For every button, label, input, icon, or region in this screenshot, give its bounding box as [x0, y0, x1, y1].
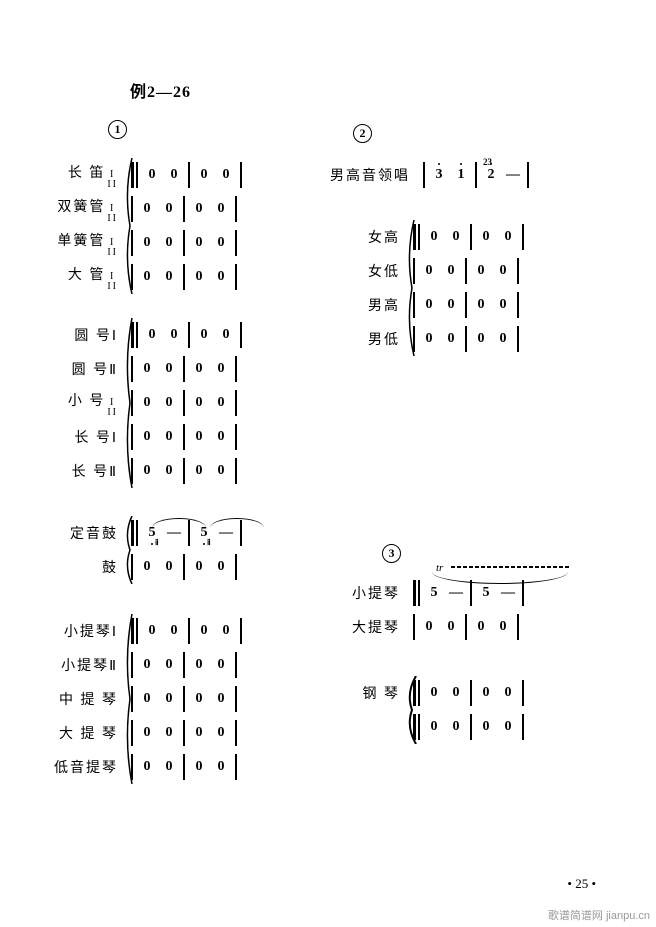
score-row: 长 号Ⅱ0000	[44, 454, 245, 488]
score-row: 圆 号Ⅰ0000	[44, 318, 245, 352]
score-row: 长 号Ⅰ0000	[44, 420, 245, 454]
instrument-name: 长 号Ⅰ	[44, 427, 122, 447]
instrument-name: 钢 琴	[326, 683, 404, 703]
score-row: 单簧管III0000	[44, 226, 245, 260]
instrument-name: 圆 号Ⅱ	[44, 359, 122, 379]
piano-row: 0 0 0 0	[326, 710, 527, 744]
score-row: 小提琴Ⅱ0000	[44, 648, 245, 682]
group-percussion: 定音鼓5ⅱ—5ⅱ—鼓0000	[44, 516, 245, 584]
group-strings-2: tr 小提琴5—5—大提琴0000	[326, 576, 527, 644]
group-vocal: 男高音领唱 3 1 232 — 女高0000女低0000男高0000男低0000	[326, 158, 532, 356]
instrument-name: 圆 号Ⅰ	[44, 325, 122, 345]
instrument-name: 鼓	[44, 557, 122, 577]
score-row: 长 笛III0000	[44, 158, 245, 192]
score-row: 双簧管III0000	[44, 192, 245, 226]
instrument-name: 小 号III	[44, 390, 122, 417]
instrument-name: 女低	[326, 261, 404, 281]
score-row: 男低0000	[326, 322, 532, 356]
score-row: 大 管III0000	[44, 260, 245, 294]
brace-icon	[406, 220, 416, 356]
instrument-name: 男低	[326, 329, 404, 349]
group-woodwinds: 长 笛III0000双簧管III0000单簧管III0000大 管III0000	[44, 158, 245, 294]
page-title: 例2—26	[130, 78, 191, 102]
score-row: 小 号III0000	[44, 386, 245, 420]
score-row: 小提琴Ⅰ0000	[44, 614, 245, 648]
brace-icon	[124, 318, 134, 488]
group-piano: 钢 琴 0 0 0 0 0 0 0 0	[326, 676, 527, 744]
page-number: • 25 •	[567, 876, 596, 892]
instrument-name: 大提琴	[326, 617, 404, 637]
instrument-name: 大 管III	[44, 264, 122, 291]
piano-row: 钢 琴 0 0 0 0	[326, 676, 527, 710]
instrument-name: 定音鼓	[44, 523, 122, 543]
score-row: 中 提 琴0000	[44, 682, 245, 716]
brace-icon	[124, 516, 134, 584]
group-strings: 小提琴Ⅰ0000小提琴Ⅱ0000中 提 琴0000大 提 琴0000低音提琴00…	[44, 614, 245, 784]
instrument-name: 男高音领唱	[326, 165, 414, 185]
instrument-name: 长 号Ⅱ	[44, 461, 122, 481]
score-row: 女低0000	[326, 254, 532, 288]
brace-icon	[124, 614, 134, 784]
score-row: 鼓0000	[44, 550, 245, 584]
score-row: 低音提琴0000	[44, 750, 245, 784]
score-row: 圆 号Ⅱ0000	[44, 352, 245, 386]
score-row: 大提琴0000	[326, 610, 527, 644]
section-3-label: 3	[382, 544, 401, 563]
score-row: 大 提 琴0000	[44, 716, 245, 750]
group-brass: 圆 号Ⅰ0000圆 号Ⅱ0000小 号III0000长 号Ⅰ0000长 号Ⅱ00…	[44, 318, 245, 488]
brace-icon	[406, 676, 418, 744]
section-1-label: 1	[108, 120, 127, 139]
instrument-name: 男高	[326, 295, 404, 315]
instrument-name: 小提琴Ⅰ	[44, 621, 122, 641]
trill-wave	[451, 566, 569, 568]
instrument-name: 小提琴Ⅱ	[44, 655, 122, 675]
instrument-name: 长 笛III	[44, 162, 122, 189]
instrument-name: 双簧管III	[44, 196, 122, 223]
score-row: 女高0000	[326, 220, 532, 254]
brace-icon	[124, 158, 134, 294]
instrument-name: 低音提琴	[44, 757, 122, 777]
instrument-name: 单簧管III	[44, 230, 122, 257]
lead-vocal-row: 男高音领唱 3 1 232 —	[326, 158, 532, 192]
instrument-name: 小提琴	[326, 583, 404, 603]
instrument-name: 中 提 琴	[44, 689, 122, 709]
watermark: 歌谱简谱网 jianpu.cn	[548, 907, 650, 923]
section-2-label: 2	[353, 124, 372, 143]
instrument-name: 女高	[326, 227, 404, 247]
instrument-name: 大 提 琴	[44, 723, 122, 743]
score-row: 男高0000	[326, 288, 532, 322]
